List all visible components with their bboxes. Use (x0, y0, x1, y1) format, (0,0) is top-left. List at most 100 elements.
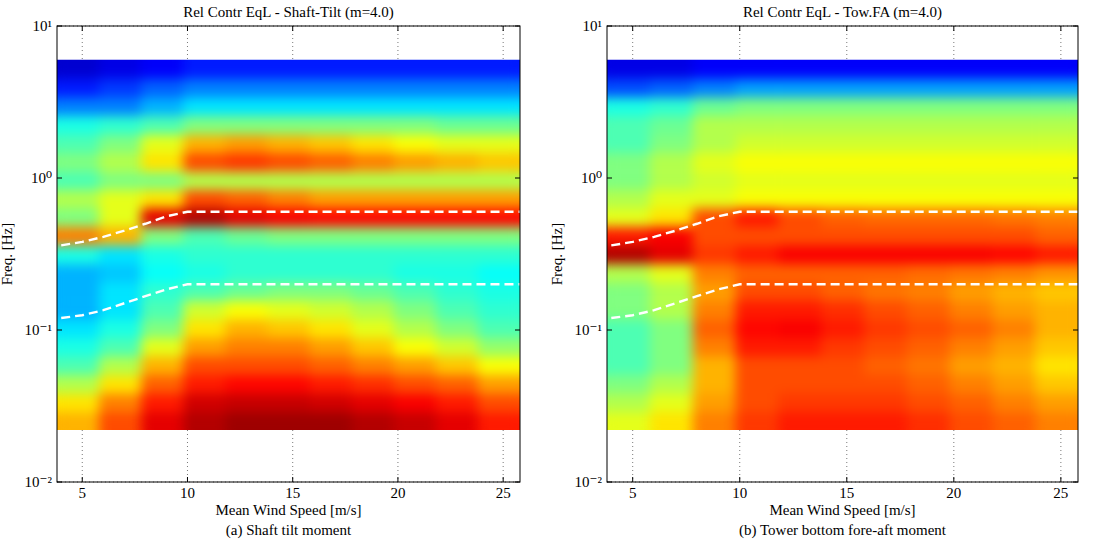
heat-cell (778, 60, 821, 79)
heat-cell (778, 245, 821, 264)
heat-cell (992, 263, 1035, 282)
heat-cell (864, 134, 907, 153)
heat-cell (650, 393, 693, 412)
heat-cell (183, 393, 226, 412)
heat-cell (310, 356, 353, 375)
heat-cell (352, 97, 395, 116)
heat-cell (436, 245, 479, 264)
tick (82, 477, 83, 482)
tick (1073, 26, 1078, 27)
heat-cell (907, 78, 950, 97)
heat-cell (907, 245, 950, 264)
tick-label: 10⁰ (581, 170, 602, 186)
heat-cell (864, 245, 907, 264)
heat-cell (394, 245, 437, 264)
heat-cell (141, 115, 184, 134)
tick (57, 330, 62, 331)
heat-cell (436, 393, 479, 412)
title: Rel Contr EqL - Tow.FA (m=4.0) (743, 4, 942, 21)
heat-cell (183, 226, 226, 245)
heat-cell (267, 245, 310, 264)
heat-cell (225, 226, 268, 245)
heat-cell (99, 171, 142, 190)
heat-cell (310, 152, 353, 172)
heat-cell (267, 60, 310, 79)
heat-cell (99, 60, 142, 79)
tick (607, 482, 612, 483)
tick-label: 15 (285, 485, 300, 501)
heat-cell (394, 60, 437, 79)
heat-cell (992, 337, 1035, 356)
heat-cell (1035, 134, 1078, 153)
heat-cell (607, 374, 650, 393)
heat-cell (478, 393, 520, 412)
heat-cell (821, 78, 864, 97)
heat-cell (950, 337, 993, 356)
heat-cell (352, 319, 395, 338)
heat-cell (394, 226, 437, 245)
heat-cell (992, 152, 1035, 172)
heat-cell (778, 356, 821, 375)
heat-cell (225, 300, 268, 319)
heat-cell (141, 97, 184, 116)
heat-cell (141, 393, 184, 412)
heat-cell (310, 393, 353, 412)
heat-cell (693, 171, 736, 190)
heat-cell (310, 78, 353, 97)
heat-cell (907, 171, 950, 190)
heat-cell (225, 319, 268, 338)
tick (607, 330, 612, 331)
heat-cell (992, 134, 1035, 153)
line (61, 284, 520, 318)
heat-cell (992, 189, 1035, 208)
heat-cell (735, 152, 778, 172)
heat-cell (950, 374, 993, 393)
heat-cell (141, 319, 184, 338)
heat-cell (821, 115, 864, 134)
line (611, 212, 1078, 246)
tick-label: 10¹ (583, 18, 603, 34)
heat-cell (436, 97, 479, 116)
heat-cell (352, 226, 395, 245)
heat-cell (99, 411, 142, 429)
tick (187, 477, 188, 482)
heat-cell (864, 374, 907, 393)
tick (397, 26, 398, 31)
tick (953, 26, 954, 31)
heat-cell (1035, 226, 1078, 245)
heat-cell (57, 152, 100, 172)
heat-cell (907, 115, 950, 134)
heat-cell (693, 134, 736, 153)
heat-cell (183, 60, 226, 79)
heat-cell (1035, 263, 1078, 282)
heat-cell (57, 134, 100, 153)
heat-cell (141, 337, 184, 356)
heat-cell (267, 300, 310, 319)
heat-cell (141, 263, 184, 282)
heat-cell (267, 171, 310, 190)
heat-cell (735, 319, 778, 338)
heat-cell (57, 60, 100, 79)
heat-cell (907, 152, 950, 172)
tick (1060, 477, 1061, 482)
heat-cell (907, 134, 950, 153)
heatmap (57, 60, 520, 430)
heat-cell (225, 374, 268, 393)
tick-label: 25 (1053, 485, 1068, 501)
heat-cell (907, 263, 950, 282)
heat-cell (864, 152, 907, 172)
tick-label: 10¹ (33, 18, 53, 34)
tick (515, 482, 520, 483)
heat-cell (607, 208, 650, 227)
axis-title: Mean Wind Speed [m/s] (215, 502, 361, 518)
heat-cell (693, 115, 736, 134)
heat-cell (141, 152, 184, 172)
heat-cell (57, 411, 100, 429)
heat-cell (57, 263, 100, 282)
plot-area (57, 60, 520, 431)
heat-cell (992, 97, 1035, 116)
heat-cell (267, 78, 310, 97)
heat-cell (310, 226, 353, 245)
heat-cell (225, 263, 268, 282)
tick (503, 477, 504, 482)
